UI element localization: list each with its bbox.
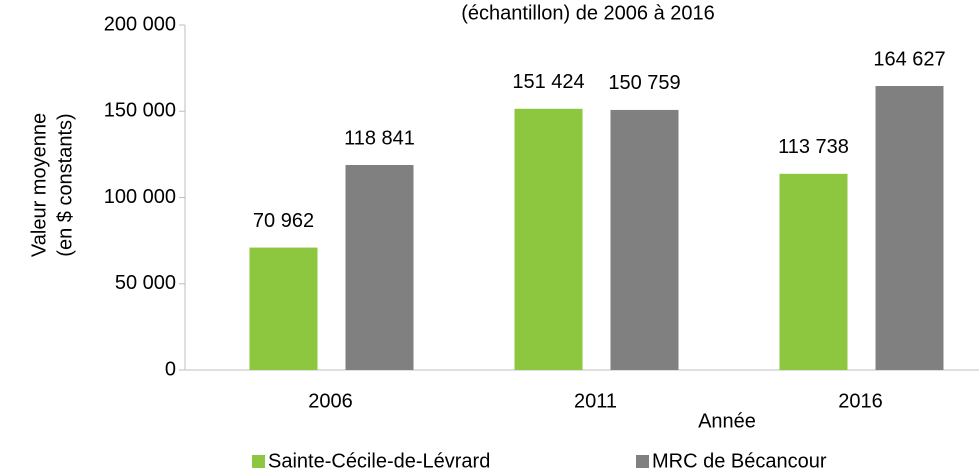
legend-label: MRC de Bécancour — [652, 450, 827, 472]
data-label: 150 759 — [608, 72, 680, 94]
y-tick-label: 50 000 — [115, 272, 176, 294]
bar — [875, 86, 944, 370]
bar — [249, 247, 318, 370]
data-label: 151 424 — [512, 71, 584, 93]
x-tick-label: 2011 — [574, 390, 617, 412]
chart-title: (échantillon) de 2006 à 2016 — [461, 2, 715, 24]
legend-swatch — [636, 455, 649, 468]
bar — [610, 109, 679, 370]
y-tick-label: 100 000 — [104, 186, 176, 208]
legend-swatch — [252, 455, 265, 468]
bar — [779, 173, 848, 370]
y-tick-label: 150 000 — [104, 100, 176, 122]
y-axis-label: (en $ constants) — [54, 113, 76, 256]
data-label: 164 627 — [873, 48, 945, 70]
y-axis-label: Valeur moyenne — [28, 113, 50, 257]
x-tick-label: 2006 — [308, 390, 353, 412]
data-label: 70 962 — [253, 210, 314, 232]
y-tick-label: 200 000 — [104, 13, 176, 35]
bar — [345, 164, 414, 370]
data-label: 113 738 — [778, 136, 849, 158]
bar — [514, 108, 583, 370]
data-label: 118 841 — [344, 127, 415, 149]
y-tick-label: 0 — [165, 358, 176, 380]
x-axis-label: Année — [698, 410, 756, 432]
x-tick-label: 2016 — [838, 390, 883, 412]
legend-label: Sainte-Cécile-de-Lévrard — [268, 450, 490, 472]
